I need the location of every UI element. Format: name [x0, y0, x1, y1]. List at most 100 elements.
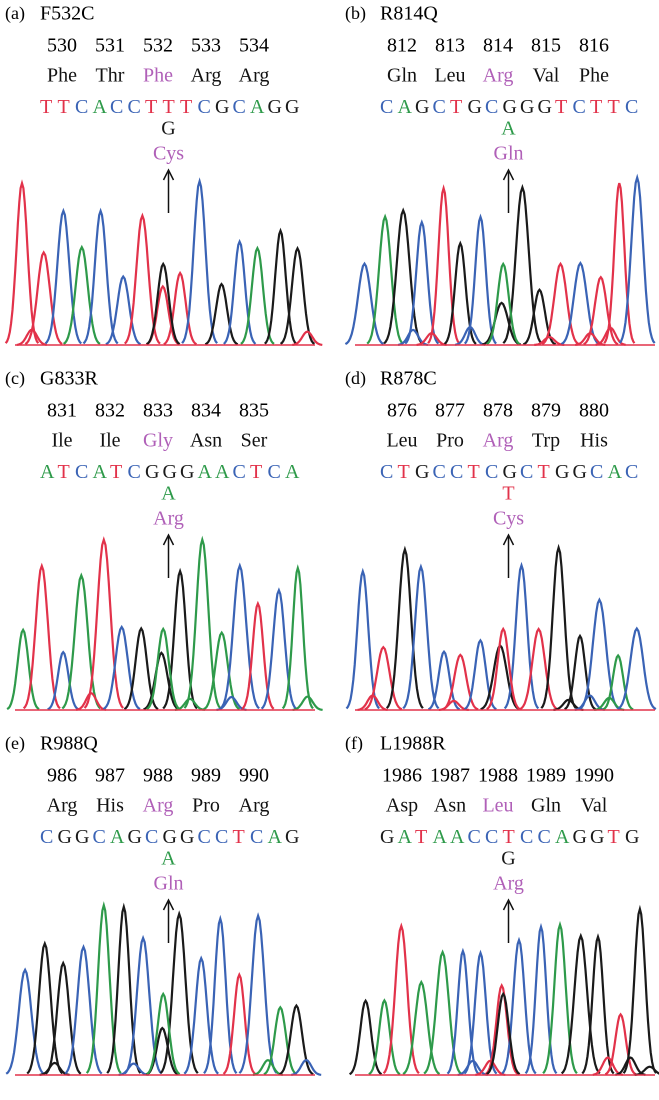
amino-acid: Gly [143, 430, 173, 452]
codon-number: 530 [47, 35, 77, 57]
mutation-name: R988Q [40, 733, 98, 755]
amino-acid: Gln [531, 795, 561, 817]
trace-peak [84, 211, 118, 344]
trace-peak [6, 970, 44, 1074]
codon-number: 832 [95, 400, 125, 422]
amino-acid: Arg [483, 65, 514, 87]
amino-acid: Arg [47, 795, 78, 817]
amino-acid: Gln [387, 65, 417, 87]
amino-acid: Phe [143, 65, 173, 87]
mutant-amino-acid: Arg [493, 873, 524, 895]
amino-acid: Trp [532, 430, 560, 452]
amino-acid: Ser [241, 430, 268, 452]
codon-number: 879 [531, 400, 561, 422]
trace-peak [239, 916, 276, 1073]
trace-peak [204, 919, 237, 1074]
mutant-amino-acid: Gln [154, 873, 184, 895]
trace-peak [582, 937, 613, 1074]
trace-peak [85, 540, 124, 708]
trace-peak [526, 927, 557, 1074]
amino-acid: Leu [482, 795, 513, 817]
codon-number: 815 [531, 35, 561, 57]
amino-acid: His [96, 795, 124, 817]
figure: (a)F532C530Phe531Thr532Phe533Arg534ArgTT… [0, 0, 659, 1100]
codon-number: 1990 [574, 765, 614, 787]
chromatogram [7, 540, 323, 710]
amino-acid: Val [533, 65, 560, 87]
mutation-name: F532C [40, 3, 94, 25]
panel-label: (c) [5, 368, 25, 389]
amino-acid: Asn [190, 430, 222, 452]
amino-acid: Ile [51, 430, 72, 452]
amino-acid: Leu [434, 65, 465, 87]
codon-number: 1988 [478, 765, 518, 787]
mutant-amino-acid: Gln [494, 143, 524, 165]
codon-number: 831 [47, 400, 77, 422]
panel: (d)R878C876Leu877Pro878Arg879Trp880HisCT… [345, 368, 656, 710]
panel-label: (e) [5, 733, 25, 754]
amino-acid: Val [581, 795, 608, 817]
trace-peak [280, 1006, 314, 1075]
trace-peak [350, 1001, 382, 1074]
trace-peak [624, 909, 657, 1073]
trace-peak [487, 994, 520, 1074]
mutant-base: T [502, 483, 514, 505]
codon-number: 989 [191, 765, 221, 787]
trace-peak [384, 926, 419, 1073]
mutant-amino-acid: Cys [493, 508, 524, 530]
mutant-base: A [501, 118, 516, 140]
panel-label: (b) [345, 3, 366, 24]
mutant-base: G [161, 118, 175, 140]
codon-number: 814 [483, 35, 513, 57]
trace-peak [107, 907, 140, 1073]
mutant-amino-acid: Cys [153, 143, 184, 165]
codon-number: 834 [191, 400, 221, 422]
mutant-amino-acid: Arg [153, 508, 184, 530]
panel-label: (f) [345, 733, 363, 754]
mutation-name: G833R [40, 368, 98, 390]
chromatogram [350, 909, 659, 1075]
sequence: GATAACCTCCAGGTG [380, 826, 639, 848]
mutation-name: L1988R [380, 733, 446, 755]
amino-acid: Phe [47, 65, 77, 87]
panel: (f)L1988R1986Asp1987Asn1988Leu1989Gln199… [345, 733, 659, 1075]
trace-peak [424, 952, 461, 1073]
trace-peak [24, 566, 60, 708]
amino-acid: Pro [192, 795, 220, 817]
chromatogram [6, 905, 321, 1075]
codon-number: 876 [387, 400, 417, 422]
amino-acid: Asp [386, 795, 418, 817]
amino-acid: Phe [579, 65, 609, 87]
panel-label: (a) [5, 3, 25, 24]
amino-acid: Thr [96, 65, 125, 87]
codon-number: 835 [239, 400, 269, 422]
codon-number: 833 [143, 400, 173, 422]
mutant-base: A [161, 483, 176, 505]
trace-peak [580, 600, 619, 709]
chromatogram [6, 181, 323, 345]
codon-number: 534 [239, 35, 269, 57]
codon-number: 1986 [382, 765, 422, 787]
codon-number: 988 [143, 765, 173, 787]
codon-number: 990 [239, 765, 269, 787]
codon-number: 813 [435, 35, 465, 57]
sequence: CGGCAGCGGCCTCAG [40, 826, 299, 848]
amino-acid: Arg [239, 795, 270, 817]
trace-peak [283, 568, 313, 708]
codon-number: 812 [387, 35, 417, 57]
trace-peak [87, 905, 121, 1073]
codon-number: 531 [95, 35, 125, 57]
codon-number: 987 [95, 765, 125, 787]
codon-number: 878 [483, 400, 513, 422]
codon-number: 533 [191, 35, 221, 57]
amino-acid: His [580, 430, 608, 452]
trace-peak [541, 548, 576, 709]
amino-acid: Arg [239, 65, 270, 87]
amino-acid: Leu [386, 430, 417, 452]
trace-peak [367, 217, 403, 344]
codon-number: 532 [143, 35, 173, 57]
